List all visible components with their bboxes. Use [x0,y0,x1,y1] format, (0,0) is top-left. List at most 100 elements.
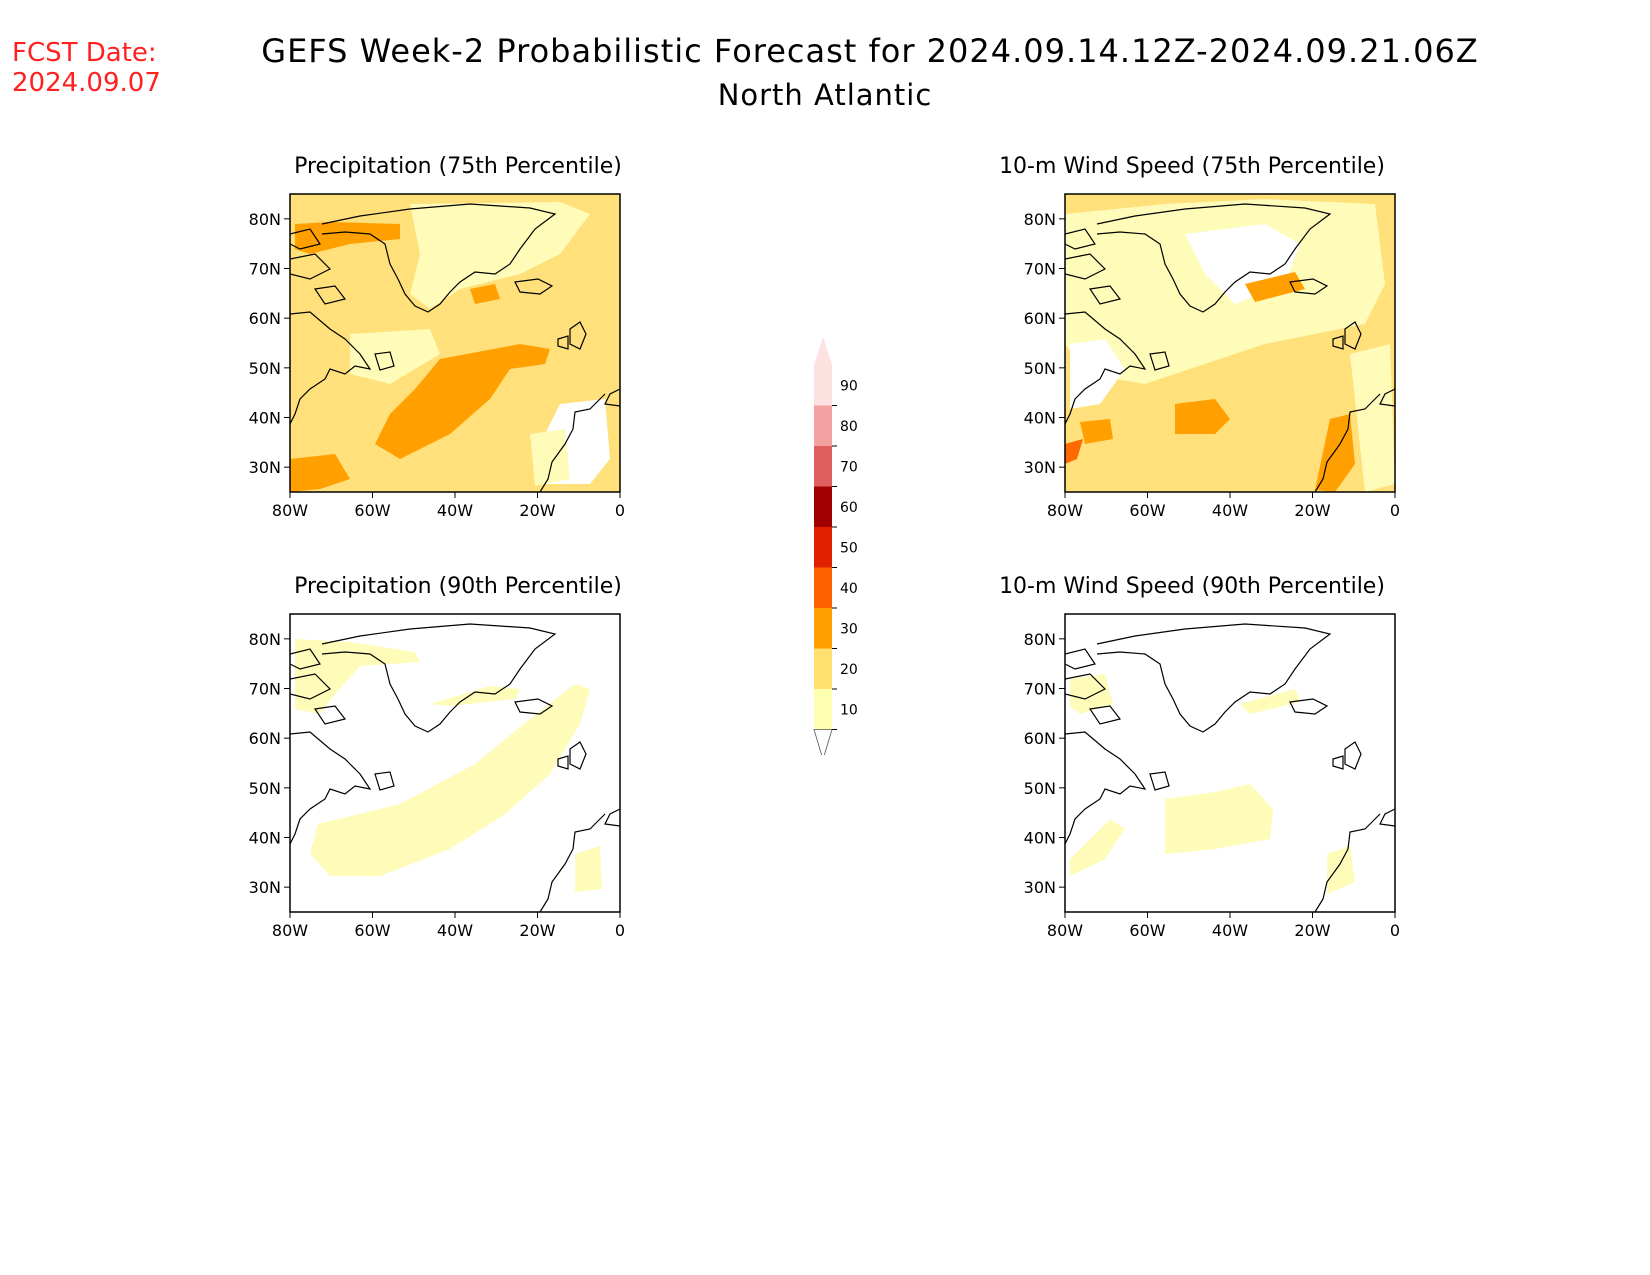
coastline [313,285,347,305]
lat-tick-label: 50N [1024,779,1056,798]
panel-title-precip-75: Precipitation (75th Percentile) [294,154,622,179]
probability-region [375,344,550,459]
coastline [1332,335,1344,350]
coastline [1314,813,1381,912]
map-wind-90: 80N 70N 60N 50N 40N 30N 80W 60W 40W 20W 0 [1024,613,1400,940]
coastline [1065,253,1107,280]
lat-tick-label: 30N [249,458,281,477]
lon-tick-label: 0 [1390,501,1400,520]
probability-region [410,202,590,309]
lat-tick-label: 30N [1024,458,1056,477]
lat-tick-label: 50N [1024,359,1056,378]
lon-tick-label: 80W [1047,921,1083,940]
colorbar-swatch [814,648,832,689]
probability-colorbar: 90 80 70 60 50 40 30 20 10 [813,337,858,755]
coastline [557,335,569,350]
lat-tick-label: 30N [249,878,281,897]
lat-tick-label: 40N [1024,409,1056,428]
lat-tick-label: 70N [249,260,281,279]
lon-tick-label: 60W [1129,921,1165,940]
colorbar-label: 60 [840,500,858,516]
lat-tick-label: 40N [249,829,281,848]
coastline [1088,705,1122,725]
lat-tick-label: 80N [249,210,281,229]
map-wind-75: 80N 70N 60N 50N 40N 30N 80W 60W 40W 20W 0 [1024,193,1400,520]
lat-tick-label: 60N [249,309,281,328]
panel-title-wind-90: 10-m Wind Speed (90th Percentile) [999,574,1385,599]
coastline [321,203,557,313]
lon-tick-label: 0 [615,501,625,520]
lon-tick-label: 20W [519,921,555,940]
fcst-date-value: 2024.09.07 [12,68,161,98]
colorbar-swatch [814,689,832,730]
coastline [1379,388,1395,407]
lon-tick-label: 40W [1212,921,1248,940]
colorbar-swatch [814,405,832,446]
lat-tick-label: 50N [249,779,281,798]
lat-tick-label: 70N [1024,680,1056,699]
colorbar-swatch [814,567,832,608]
coastline [1344,321,1362,350]
lon-tick-label: 60W [354,501,390,520]
coastline [374,351,395,371]
coastline [290,253,332,280]
colorbar-cap-top [814,337,832,365]
shaded-field [290,614,620,912]
coastline [374,771,395,791]
colorbar-label: 90 [840,378,858,394]
coastline [1149,351,1170,371]
map-precip-75: 80N 70N 60N 50N 40N 30N 80W 60W 40W 20W 0 [249,193,625,520]
lon-tick-label: 40W [1212,501,1248,520]
probability-region [530,429,570,486]
probability-region [290,454,350,492]
coastline [1065,673,1107,700]
coastline [514,698,554,715]
forecast-date-label: FCST Date: 2024.09.07 [12,38,161,98]
lat-tick-label: 40N [249,409,281,428]
coastline [1065,731,1147,845]
lat-tick-label: 70N [1024,260,1056,279]
coastline [1149,771,1170,791]
lon-tick-label: 60W [1129,501,1165,520]
probability-region [350,329,440,384]
coastline [290,311,372,425]
coastline [1344,741,1362,770]
lat-tick-label: 30N [1024,878,1056,897]
lat-tick-label: 80N [1024,630,1056,649]
coastline [514,278,554,295]
coastline [1096,623,1332,733]
colorbar-label: 50 [840,540,858,556]
forecast-title: GEFS Week-2 Probabilistic Forecast for 2… [261,32,1479,70]
lat-tick-label: 60N [249,729,281,748]
lat-tick-label: 80N [1024,210,1056,229]
colorbar-cap-bottom [813,729,833,755]
panel-title-wind-75: 10-m Wind Speed (75th Percentile) [999,154,1385,179]
probability-region [1245,272,1305,302]
probability-region [1240,689,1300,714]
region-name: North Atlantic [717,78,933,112]
fcst-date-caption: FCST Date: [12,38,157,68]
coastline [1096,203,1332,313]
probability-region [1070,819,1125,876]
lon-tick-label: 80W [1047,501,1083,520]
coastline [1065,648,1096,670]
lon-tick-label: 20W [1294,921,1330,940]
coastline [290,648,321,670]
lon-tick-label: 0 [1390,921,1400,940]
coastline [569,741,587,770]
coastline [1065,311,1147,425]
panel-title-precip-90: Precipitation (90th Percentile) [294,574,622,599]
coastline [539,393,606,492]
coastline [321,623,557,733]
coastline [1314,393,1381,492]
probability-region [430,686,520,706]
map-precip-90: 80N 70N 60N 50N 40N 30N 80W 60W 40W 20W 0 [249,613,625,940]
lat-tick-label: 70N [249,680,281,699]
lat-tick-label: 40N [1024,829,1056,848]
shaded-field [1065,614,1395,912]
colorbar-label: 20 [840,662,858,678]
probability-region [295,222,400,254]
probability-region [470,284,500,304]
coastline [604,388,620,407]
coastline [1332,755,1344,770]
